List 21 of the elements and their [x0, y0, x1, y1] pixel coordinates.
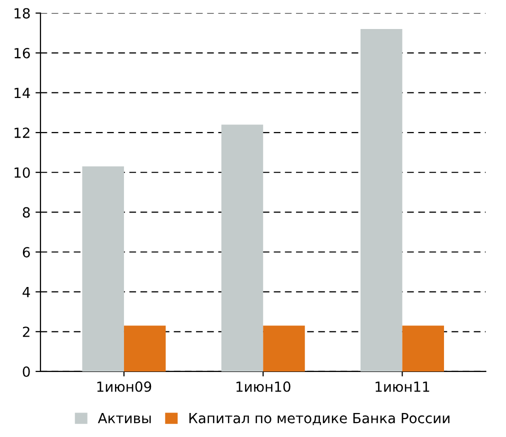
x-tick-label: 1июн10 — [236, 381, 290, 392]
bar — [263, 326, 305, 372]
y-tick-label: 2 — [22, 326, 30, 337]
y-tick-label: 0 — [22, 366, 30, 377]
bar — [360, 29, 402, 372]
y-tick-label: 8 — [22, 207, 30, 218]
x-tick-label: 1июн09 — [97, 381, 152, 392]
y-tick-label: 14 — [14, 88, 30, 98]
bar — [221, 124, 264, 372]
bar — [402, 326, 444, 372]
bar — [82, 166, 124, 372]
legend-label: Капитал по методике Банка России — [189, 413, 450, 426]
y-tick-label: 10 — [14, 167, 30, 178]
legend-label: Активы — [98, 413, 151, 424]
y-tick-label: 4 — [22, 286, 30, 298]
x-tick-label: 1июн11 — [376, 382, 430, 392]
y-tick-label: 12 — [14, 128, 30, 138]
y-tick-label: 6 — [22, 246, 30, 258]
bar — [124, 326, 166, 372]
y-tick-label: 16 — [14, 48, 30, 58]
y-tick-label: 18 — [14, 8, 30, 19]
